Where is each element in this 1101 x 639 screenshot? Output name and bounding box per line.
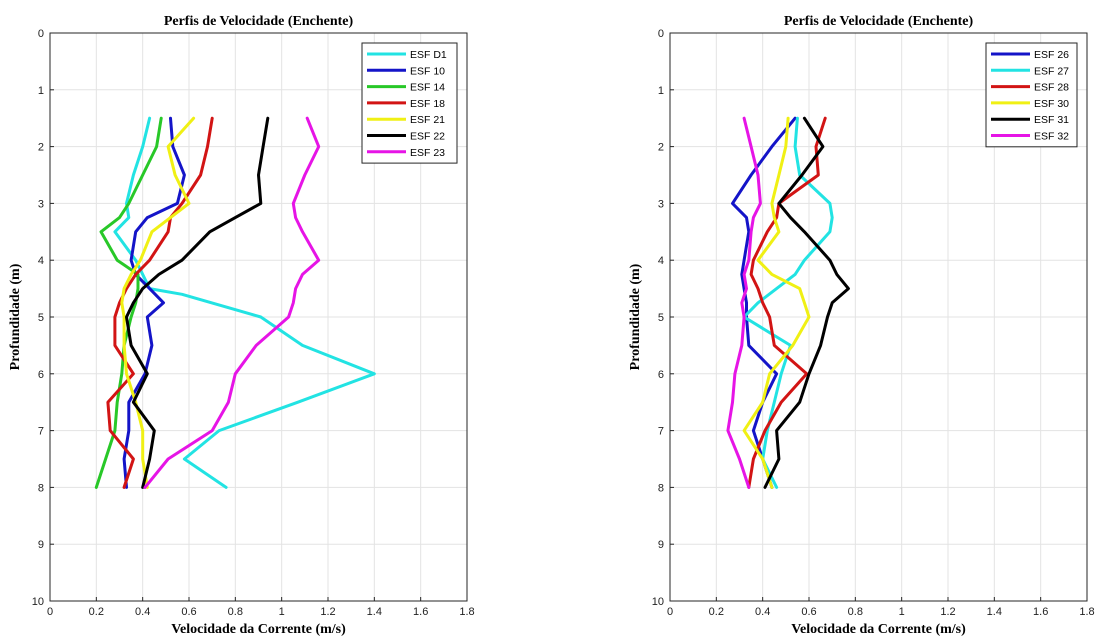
legend-label-esf-30: ESF 30 bbox=[1034, 98, 1069, 110]
y-tick-label: 9 bbox=[658, 539, 664, 551]
y-tick-label: 7 bbox=[658, 426, 664, 438]
y-tick-label: 1 bbox=[658, 85, 664, 97]
legend-label-esf-27: ESF 27 bbox=[1034, 65, 1069, 77]
x-tick-label: 1.6 bbox=[413, 606, 428, 618]
left-chart: 0 0.2 0.4 0.6 0.8 1 1.2 1.4 1.6 1.8 012345678910 … bbox=[8, 14, 475, 637]
y-tick-label: 7 bbox=[38, 426, 44, 438]
series-line-esf-21 bbox=[120, 116, 196, 489]
y-tick-label: 5 bbox=[38, 312, 44, 324]
y-tick-label: 3 bbox=[658, 198, 664, 210]
x-tick-label: 1.4 bbox=[367, 606, 382, 618]
left-plot-frame bbox=[49, 32, 468, 602]
y-tick-label: 3 bbox=[38, 198, 44, 210]
left-chart-title: Perfis de Velocidade (Enchente) bbox=[164, 14, 354, 29]
series-line-esf-22 bbox=[125, 116, 270, 489]
right-y-axis-label: Profundidade (m) bbox=[628, 263, 643, 370]
legend-label-esf-10: ESF 10 bbox=[410, 65, 445, 77]
x-tick-label: 1.8 bbox=[459, 606, 474, 618]
series-line-esf-31 bbox=[763, 116, 850, 489]
x-tick-label: 0.6 bbox=[181, 606, 196, 618]
legend-label-esf-21: ESF 21 bbox=[410, 114, 445, 126]
series-line-esf-28 bbox=[747, 116, 827, 489]
y-tick-label: 9 bbox=[38, 539, 44, 551]
legend-label-esf-32: ESF 32 bbox=[1034, 131, 1069, 143]
x-tick-label: 0.2 bbox=[89, 606, 104, 618]
legend-box bbox=[985, 42, 1078, 148]
y-tick-label: 6 bbox=[658, 369, 664, 381]
x-tick-label: 1 bbox=[279, 606, 285, 618]
y-tick-label: 10 bbox=[32, 596, 44, 608]
right-chart: 0 0.2 0.4 0.6 0.8 1 1.2 1.4 1.6 1.8 012345678910 … bbox=[628, 14, 1095, 637]
x-tick-label: 0.4 bbox=[755, 606, 770, 618]
right-x-axis-label: Velocidade da Corrente (m/s) bbox=[791, 622, 966, 637]
y-tick-label: 2 bbox=[38, 142, 44, 154]
legend-label-esf-22: ESF 22 bbox=[410, 131, 445, 143]
y-tick-label: 1 bbox=[38, 85, 44, 97]
left-y-tick-labels: 0 1 2 3 4 5 6 7 8 9 10 bbox=[32, 28, 44, 608]
y-tick-label: 2 bbox=[658, 142, 664, 154]
left-series-lines bbox=[94, 116, 376, 489]
y-tick-label: 0 bbox=[38, 28, 44, 40]
series-line-esf-23 bbox=[143, 116, 321, 489]
left-y-axis-label: Profundidade (m) bbox=[8, 263, 23, 370]
left-x-tick-labels: 0 0.2 0.4 0.6 0.8 1 1.2 1.4 1.6 1.8 bbox=[47, 606, 475, 618]
right-chart-title: Perfis de Velocidade (Enchente) bbox=[784, 14, 974, 29]
legend-label-esf-31: ESF 31 bbox=[1034, 114, 1069, 126]
right-series-lines bbox=[726, 116, 850, 489]
x-tick-label: 1 bbox=[899, 606, 905, 618]
x-tick-label: 1.2 bbox=[320, 606, 335, 618]
legend-label-esf-d1: ESF D1 bbox=[410, 49, 447, 61]
y-tick-label: 8 bbox=[38, 482, 44, 494]
y-tick-label: 6 bbox=[38, 369, 44, 381]
legend-label-esf-18: ESF 18 bbox=[410, 98, 445, 110]
legend-label-esf-28: ESF 28 bbox=[1034, 82, 1069, 94]
y-tick-label: 8 bbox=[658, 482, 664, 494]
series-line-esf-10 bbox=[122, 116, 186, 489]
y-tick-label: 4 bbox=[658, 255, 664, 267]
x-tick-label: 0.4 bbox=[135, 606, 150, 618]
x-tick-label: 0 bbox=[667, 606, 673, 618]
right-y-tick-labels: 0 1 2 3 4 5 6 7 8 9 10 bbox=[652, 28, 664, 608]
left-legend: ESF D1 ESF 10 ESF 14 ESF 18 ESF 21 ESF 22 ESF … bbox=[361, 42, 458, 164]
legend-label-esf-14: ESF 14 bbox=[410, 82, 445, 94]
x-tick-label: 1.2 bbox=[940, 606, 955, 618]
y-tick-label: 4 bbox=[38, 255, 44, 267]
x-tick-label: 1.6 bbox=[1033, 606, 1048, 618]
right-x-tick-labels: 0 0.2 0.4 0.6 0.8 1 1.2 1.4 1.6 1.8 bbox=[667, 606, 1095, 618]
x-tick-label: 0.2 bbox=[709, 606, 724, 618]
y-tick-label: 5 bbox=[658, 312, 664, 324]
series-line-esf-27 bbox=[742, 116, 834, 489]
series-line-esf-18 bbox=[106, 116, 214, 489]
legend-label-esf-23: ESF 23 bbox=[410, 147, 445, 159]
x-tick-label: 0 bbox=[47, 606, 53, 618]
series-line-esf-32 bbox=[726, 116, 762, 489]
right-legend: ESF 26 ESF 27 ESF 28 ESF 30 ESF 31 ESF 32 bbox=[985, 42, 1078, 148]
series-line-esf-14 bbox=[94, 116, 163, 489]
left-x-axis-label: Velocidade da Corrente (m/s) bbox=[171, 622, 346, 637]
legend-label-esf-26: ESF 26 bbox=[1034, 49, 1069, 61]
right-plot-frame bbox=[669, 32, 1088, 602]
series-line-esf-26 bbox=[731, 116, 797, 489]
series-line-esf-30 bbox=[742, 116, 811, 489]
y-tick-label: 0 bbox=[658, 28, 664, 40]
y-tick-label: 10 bbox=[652, 596, 664, 608]
x-tick-label: 0.6 bbox=[801, 606, 816, 618]
x-tick-label: 0.8 bbox=[848, 606, 863, 618]
x-tick-label: 1.4 bbox=[987, 606, 1002, 618]
x-tick-label: 0.8 bbox=[228, 606, 243, 618]
x-tick-label: 1.8 bbox=[1079, 606, 1094, 618]
